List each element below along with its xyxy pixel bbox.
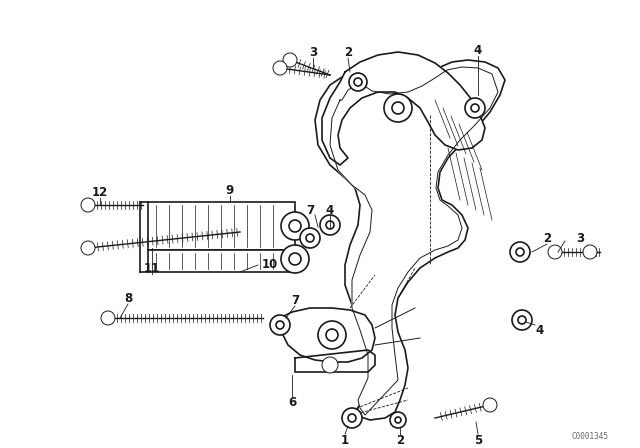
Circle shape: [273, 61, 287, 75]
Polygon shape: [322, 52, 485, 165]
Circle shape: [101, 311, 115, 325]
Circle shape: [276, 321, 284, 329]
Text: 2: 2: [543, 232, 551, 245]
Circle shape: [354, 78, 362, 86]
Circle shape: [281, 245, 309, 273]
Polygon shape: [295, 350, 375, 372]
Circle shape: [81, 241, 95, 255]
Text: 4: 4: [326, 203, 334, 216]
Text: 3: 3: [576, 232, 584, 245]
Text: 1: 1: [341, 434, 349, 447]
Circle shape: [471, 104, 479, 112]
Circle shape: [465, 98, 485, 118]
Circle shape: [270, 315, 290, 335]
Polygon shape: [315, 60, 505, 420]
Text: 7: 7: [306, 203, 314, 216]
Circle shape: [289, 220, 301, 232]
Text: C0001345: C0001345: [571, 432, 608, 441]
Circle shape: [306, 234, 314, 242]
Text: 2: 2: [344, 46, 352, 59]
Circle shape: [516, 248, 524, 256]
Text: 7: 7: [291, 293, 299, 306]
Polygon shape: [330, 67, 498, 415]
Circle shape: [322, 357, 338, 373]
Circle shape: [326, 221, 334, 229]
Text: 6: 6: [288, 396, 296, 409]
Circle shape: [318, 321, 346, 349]
Bar: [148, 202, 295, 250]
Text: 10: 10: [262, 258, 278, 271]
Text: 4: 4: [474, 43, 482, 56]
Text: 3: 3: [309, 46, 317, 59]
Circle shape: [512, 310, 532, 330]
Text: 5: 5: [474, 434, 482, 447]
Circle shape: [349, 73, 367, 91]
Circle shape: [583, 245, 597, 259]
Text: 4: 4: [536, 323, 544, 336]
Text: 9: 9: [226, 184, 234, 197]
Circle shape: [326, 329, 338, 341]
Circle shape: [483, 398, 497, 412]
Circle shape: [300, 228, 320, 248]
Circle shape: [342, 408, 362, 428]
Circle shape: [390, 412, 406, 428]
Text: 11: 11: [144, 262, 160, 275]
Circle shape: [395, 417, 401, 423]
Circle shape: [548, 245, 562, 259]
Text: 2: 2: [396, 434, 404, 447]
Circle shape: [289, 253, 301, 265]
Circle shape: [392, 102, 404, 114]
Circle shape: [384, 94, 412, 122]
Text: 8: 8: [124, 292, 132, 305]
Circle shape: [518, 316, 526, 324]
Circle shape: [320, 215, 340, 235]
Circle shape: [510, 242, 530, 262]
Circle shape: [281, 212, 309, 240]
Text: 12: 12: [92, 185, 108, 198]
Circle shape: [348, 414, 356, 422]
Circle shape: [283, 53, 297, 67]
Polygon shape: [280, 308, 375, 362]
Circle shape: [81, 198, 95, 212]
Bar: [148, 250, 295, 272]
